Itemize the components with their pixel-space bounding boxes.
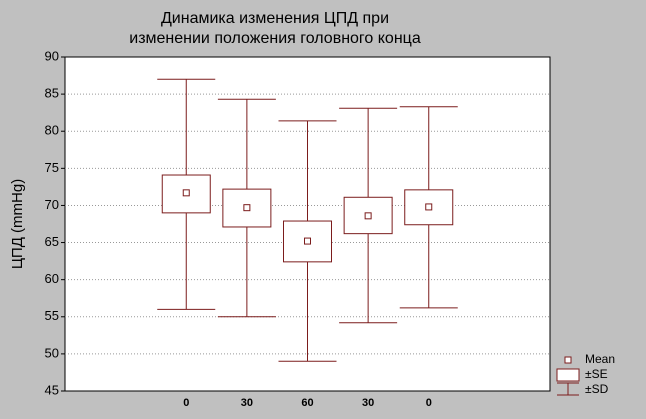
y-tick-label: 65 — [45, 234, 59, 249]
mean-marker — [182, 189, 190, 197]
y-tick-label: 45 — [45, 382, 59, 397]
chart-title: Динамика изменения ЦПД при — [161, 10, 389, 27]
x-tick-label: 0 — [183, 397, 189, 409]
legend-label: Mean — [585, 352, 615, 366]
mean-marker — [243, 204, 251, 212]
y-tick-label: 50 — [45, 345, 59, 360]
mean-marker — [364, 212, 372, 220]
x-tick-label: 60 — [301, 397, 313, 409]
y-tick-label: 80 — [45, 123, 59, 138]
mean-marker — [304, 237, 311, 245]
x-tick-label: 30 — [241, 397, 253, 409]
chart-title: изменении положения головного конца — [129, 30, 421, 47]
y-tick-label: 90 — [45, 48, 59, 63]
y-tick-label: 55 — [45, 308, 59, 323]
legend-se-icon — [556, 368, 580, 382]
y-tick-label: 60 — [45, 271, 59, 286]
y-axis-label: ЦПД (mmHg) — [9, 179, 26, 269]
legend-mean-icon — [564, 356, 572, 364]
legend-label: ±SD — [585, 382, 609, 396]
legend-label: ±SE — [585, 367, 608, 381]
x-tick-label: 0 — [426, 397, 432, 409]
y-tick-label: 85 — [45, 86, 59, 101]
y-tick-label: 75 — [45, 160, 59, 175]
y-tick-label: 70 — [45, 197, 59, 212]
x-tick-label: 30 — [362, 397, 374, 409]
mean-marker — [425, 203, 433, 211]
